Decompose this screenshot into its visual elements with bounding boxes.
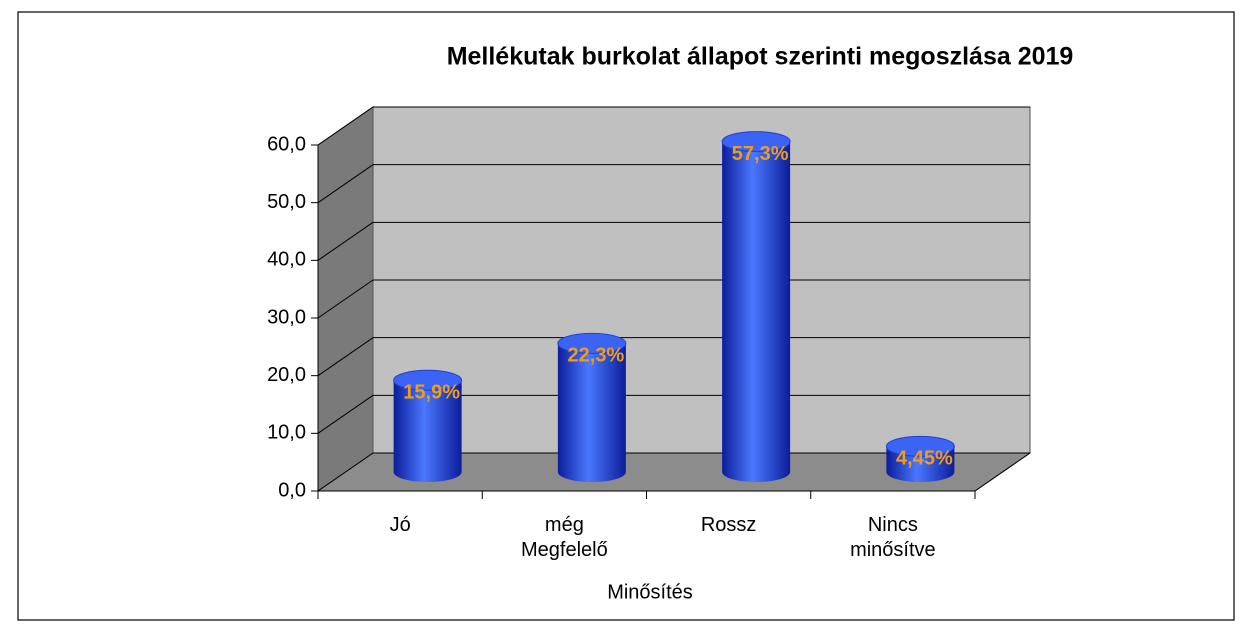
y-tick-label: 0,0: [278, 479, 306, 501]
bar-body: [393, 380, 462, 482]
data-label: 57,3%: [732, 143, 789, 165]
x-tick-label: Rossz: [701, 514, 757, 536]
data-label: 15,9%: [403, 382, 460, 404]
y-tick-label: 10,0: [267, 422, 306, 444]
chart-title: Mellékutak burkolat állapot szerinti meg…: [447, 43, 1074, 71]
bar-top: [557, 332, 627, 354]
bar: [557, 332, 627, 482]
bar-top: [721, 131, 791, 153]
bar-body: [722, 141, 791, 482]
y-tick-label: 60,0: [267, 133, 306, 155]
bar-body: [557, 343, 626, 482]
x-tick-label: még Megfelelő: [521, 514, 608, 561]
grid-line: [317, 106, 374, 146]
data-label: 4,45%: [896, 448, 953, 470]
grid-line: [317, 452, 374, 492]
grid-line: [317, 337, 374, 377]
x-tick-label: Nincs minősítve: [850, 514, 936, 561]
x-axis-depth: [974, 452, 1031, 492]
bar-top: [393, 369, 463, 391]
y-tick-label: 50,0: [267, 191, 306, 213]
bar: [885, 435, 955, 482]
bar: [393, 369, 463, 482]
y-tick-label: 20,0: [267, 364, 306, 386]
y-tick-label: 40,0: [267, 249, 306, 271]
grid-line: [317, 394, 374, 434]
x-tick-label: Jó: [390, 514, 411, 536]
grid-line: [317, 221, 374, 261]
bar-top: [885, 435, 955, 457]
bar: [721, 131, 791, 482]
grid-line: [317, 279, 374, 319]
x-axis-title: Minősítés: [607, 581, 693, 603]
y-tick-label: 30,0: [267, 306, 306, 328]
grid-line: [317, 164, 374, 204]
data-label: 22,3%: [568, 345, 625, 367]
